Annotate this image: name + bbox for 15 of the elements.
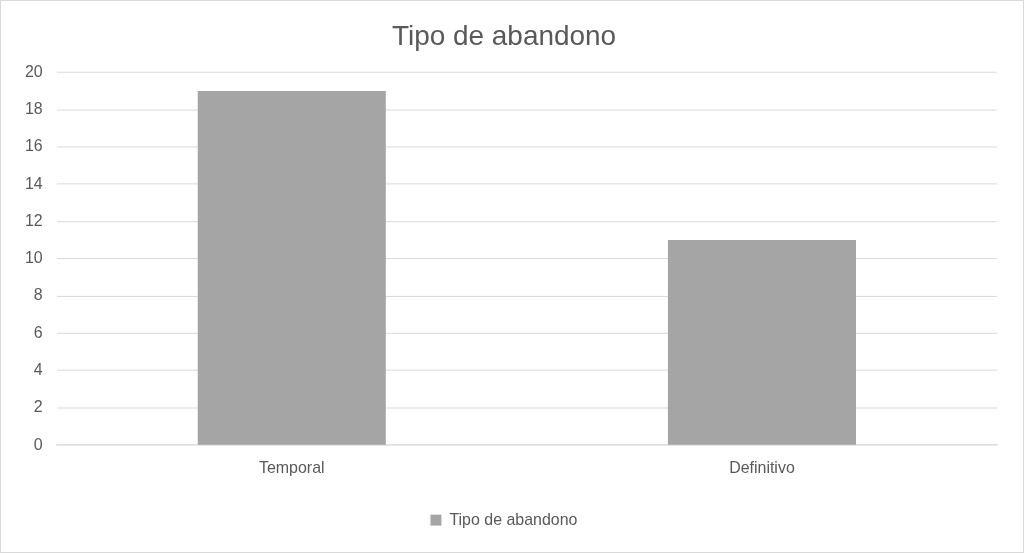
y-tick-label: 14 — [24, 174, 43, 192]
y-tick-label: 8 — [33, 286, 43, 304]
y-tick-label: 6 — [33, 323, 43, 341]
y-tick-label: 0 — [33, 435, 43, 453]
y-tick-label: 20 — [24, 62, 43, 80]
y-tick-label: 12 — [24, 211, 43, 229]
chart-title: Tipo de abandono — [391, 20, 617, 52]
y-tick-label: 18 — [24, 100, 43, 118]
y-tick-label: 16 — [24, 137, 43, 155]
x-tick-label: Definitivo — [729, 459, 795, 477]
y-tick-label: 4 — [33, 361, 43, 379]
legend-label: Tipo de abandono — [449, 510, 578, 528]
y-tick-label: 10 — [24, 249, 43, 267]
y-tick-label: 2 — [33, 398, 43, 416]
x-tick-label: Temporal — [258, 459, 325, 477]
